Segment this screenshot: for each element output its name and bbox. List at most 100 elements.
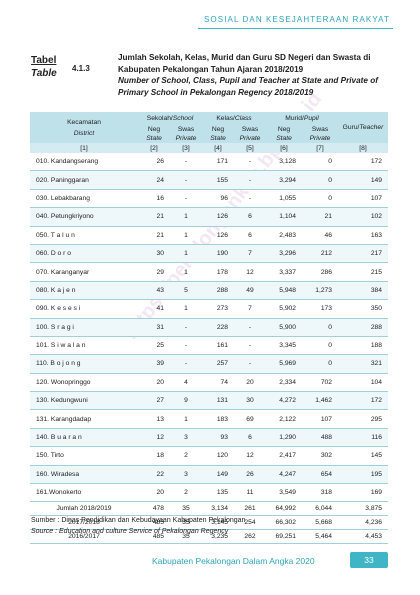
table-row: 060. D o r o 30 1 190 7 3,296 212 217 xyxy=(30,244,388,264)
total-cell: 4,236 xyxy=(338,515,388,531)
table-cell: 1,462 xyxy=(302,391,338,411)
table-cell: 1 xyxy=(170,207,202,227)
total-row: 2016/2017 485 35 3,235 262 69,251 5,464 4,453 xyxy=(30,529,388,545)
table-cell: 26 xyxy=(234,465,266,485)
table-cell: 215 xyxy=(338,262,388,282)
table-cell: - xyxy=(234,354,266,374)
table-cell: 12 xyxy=(138,428,170,448)
district-name: 010. Kandangserang xyxy=(30,153,138,172)
subheader-pupil-private: Swas Private xyxy=(302,125,338,143)
table-cell: 178 xyxy=(202,262,234,282)
table-cell: 488 xyxy=(302,428,338,448)
table-row: 161.Wonokerto 20 2 135 11 3,549 318 169 xyxy=(30,483,388,503)
table-row: 050. T a l u n 21 1 126 6 2,483 46 163 xyxy=(30,226,388,245)
table-cell: 702 xyxy=(302,373,338,393)
table-cell: - xyxy=(234,153,266,172)
district-name: 080. K a j e n xyxy=(30,281,138,301)
subheader-swas: Swas xyxy=(311,126,329,133)
total-cell: 3,145 xyxy=(202,515,234,531)
table-cell: 11 xyxy=(234,483,266,503)
table-cell: 18 xyxy=(138,446,170,466)
district-name: 140. B u a r a n xyxy=(30,428,138,448)
table-cell: 5,948 xyxy=(266,281,302,301)
table-cell: 126 xyxy=(202,226,234,245)
table-cell: 188 xyxy=(338,336,388,356)
table-cell: 9 xyxy=(170,391,202,411)
table-cell: 102 xyxy=(338,207,388,227)
total-cell: 66,302 xyxy=(266,515,302,531)
total-cell: 485 xyxy=(138,515,170,531)
district-name: 161.Wonokerto xyxy=(30,483,138,503)
table-cell: 3 xyxy=(170,465,202,485)
table-cell: 0 xyxy=(302,336,338,356)
header-district-label: District xyxy=(73,129,95,137)
total-cell: 5,668 xyxy=(302,515,338,531)
table-cell: 1,273 xyxy=(302,281,338,301)
header-pupil-label: Pupil xyxy=(303,115,319,122)
table-cell: 1 xyxy=(170,262,202,282)
table-cell: 149 xyxy=(338,170,388,190)
table-cell: 5,900 xyxy=(266,318,302,337)
table-cell: 5,969 xyxy=(266,354,302,374)
table-row: 080. K a j e n 43 5 288 49 5,948 1,273 384 xyxy=(30,281,388,301)
district-name: 090. K e s e s i xyxy=(30,299,138,319)
subheader-class-private: Swas Private xyxy=(234,125,266,143)
table-cell: 288 xyxy=(338,318,388,337)
table-cell: 171 xyxy=(202,153,234,172)
table-cell: 104 xyxy=(338,373,388,393)
table-cell: 3,296 xyxy=(266,244,302,264)
table-cell: 302 xyxy=(302,446,338,466)
table-cell: 3,337 xyxy=(266,262,302,282)
header-teacher-label: Teacher xyxy=(359,124,384,131)
total-cell: 485 xyxy=(138,529,170,545)
table-row: 070. Karanganyar 29 1 178 12 3,337 286 215 xyxy=(30,262,388,282)
table-cell: 163 xyxy=(338,226,388,245)
col-index-6: [6] xyxy=(266,143,302,153)
header-kecamatan: Kecamatan District xyxy=(30,112,138,143)
subheader-class-state: Neg State xyxy=(202,125,234,143)
table-cell: 0 xyxy=(302,318,338,337)
table-cell: 2,122 xyxy=(266,409,302,429)
total-row: Jumlah 2018/2019 478 35 3,134 261 64,992 6,044… xyxy=(30,501,388,517)
table-cell: 3,294 xyxy=(266,170,302,190)
table-cell: 26 xyxy=(138,153,170,172)
table-cell: 183 xyxy=(202,409,234,429)
table-row: 090. K e s e s i 41 1 273 7 5,902 173 350 xyxy=(30,299,388,319)
table-cell: 30 xyxy=(138,244,170,264)
total-cell: 478 xyxy=(138,501,170,517)
table-cell: 6 xyxy=(234,226,266,245)
district-name: 101. S i w a l a n xyxy=(30,336,138,356)
table-cell: 20 xyxy=(138,483,170,503)
table-cell: 2 xyxy=(170,483,202,503)
table-cell: 273 xyxy=(202,299,234,319)
table-cell: 30 xyxy=(234,391,266,411)
header-class: Kelas/Class xyxy=(202,112,266,125)
table-cell: 321 xyxy=(338,354,388,374)
subheader-private: Private xyxy=(309,135,331,142)
table-cell: 161 xyxy=(202,336,234,356)
source-en: Source : Education and culture Service o… xyxy=(31,528,229,535)
table-cell: 190 xyxy=(202,244,234,264)
table-cell: 46 xyxy=(302,226,338,245)
table-cell: 145 xyxy=(338,446,388,466)
table-row: 020. Paninggaran 24-155-3,294 0 149 xyxy=(30,170,388,190)
table-cell: 31 xyxy=(138,318,170,337)
total-label: Jumlah 2018/2019 xyxy=(30,501,138,517)
subheader-school-state: Neg State xyxy=(138,125,170,143)
header-guru-label: Guru/ xyxy=(342,124,360,131)
table-label-id: Tabel xyxy=(31,55,57,66)
table-cell: 21 xyxy=(138,207,170,227)
table-cell: 286 xyxy=(302,262,338,282)
table-cell: 74 xyxy=(202,373,234,393)
table-cell: 25 xyxy=(138,336,170,356)
table-cell: 49 xyxy=(234,281,266,301)
table-cell: - xyxy=(234,189,266,209)
table-cell: 217 xyxy=(338,244,388,264)
table-cell: 0 xyxy=(302,153,338,172)
table-cell: 5 xyxy=(170,281,202,301)
table-cell: 3,549 xyxy=(266,483,302,503)
table-cell: - xyxy=(170,189,202,209)
table-cell: 96 xyxy=(202,189,234,209)
district-name: 020. Paninggaran xyxy=(30,170,138,190)
table-cell: 172 xyxy=(338,153,388,172)
